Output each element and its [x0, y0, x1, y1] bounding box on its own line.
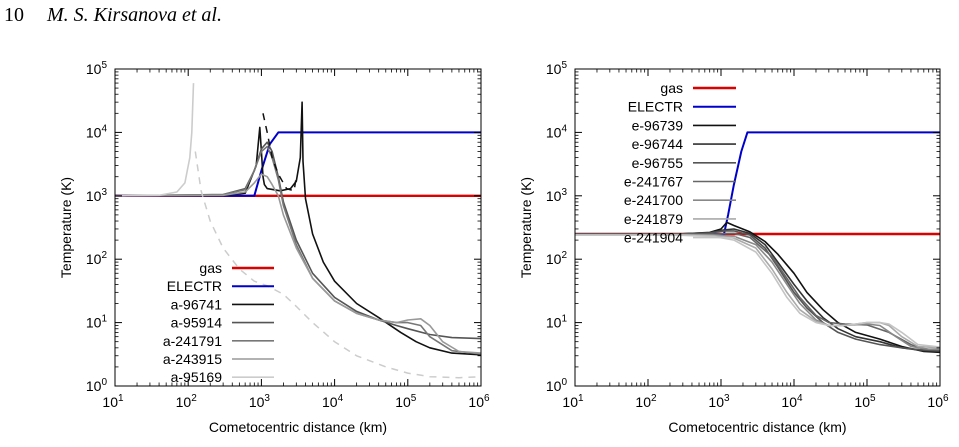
x-tick-label: 105 — [854, 393, 876, 410]
legend: gas ELECTR e-96739 e-96744 e-96755 e-241767 e-… — [624, 80, 736, 246]
series-group — [115, 83, 481, 379]
legend-label: a-95914 — [171, 315, 223, 331]
chart-1: 101 102 103 104 105 106100101102103104105Come… — [58, 60, 490, 435]
y-axis-label: Temperature (K) — [518, 177, 534, 278]
legend-label: e-241767 — [624, 174, 683, 190]
legend-label: a-96741 — [171, 296, 223, 312]
page-number: 10 — [4, 4, 24, 26]
series-line-a-243915 — [115, 173, 481, 354]
legend-label: gas — [660, 80, 683, 96]
legend-label: gas — [199, 260, 222, 276]
y-tick-label: 104 — [546, 123, 568, 140]
series-group — [575, 131, 940, 354]
y-tick-label: 104 — [86, 123, 108, 140]
series-line-e-96739 — [575, 221, 940, 354]
plot-frame — [574, 68, 941, 387]
x-tick-label: 106 — [468, 393, 490, 410]
series-line-unlabeled-8 — [262, 113, 298, 192]
series-line-e-241700 — [575, 233, 940, 350]
legend-label: e-241700 — [624, 192, 683, 208]
legend: gas ELECTR a-96741 a-95914 a-241791 a-243915 a… — [163, 260, 274, 385]
legend-label: ELECTR — [167, 278, 222, 294]
legend-label: e-241879 — [624, 211, 683, 227]
x-tick-label: 102 — [176, 393, 198, 410]
x-tick-label: 101 — [102, 393, 124, 410]
y-tick-label: 100 — [86, 377, 108, 394]
plot-frame — [114, 68, 482, 387]
series-line-a-241791 — [115, 145, 481, 355]
series-line-e-241904 — [575, 234, 940, 348]
x-axis-label: Cometocentric distance (km) — [209, 419, 387, 435]
series-line-a-96741 — [115, 101, 481, 356]
y-tick-label: 103 — [546, 187, 568, 204]
x-tick-label: 102 — [635, 393, 657, 410]
legend-label: e-241904 — [624, 230, 683, 246]
y-tick-label: 102 — [86, 250, 108, 267]
y-tick-label: 102 — [546, 250, 568, 267]
y-tick-label: 101 — [546, 314, 568, 331]
author-line: M. S. Kirsanova et al. — [47, 4, 222, 26]
legend-label: a-241791 — [163, 333, 222, 349]
x-tick-label: 104 — [322, 393, 344, 410]
y-axis-label: Temperature (K) — [58, 177, 74, 278]
legend-label: a-95169 — [171, 369, 223, 385]
x-axis-label: Cometocentric distance (km) — [668, 419, 846, 435]
series-line-unlabeled-7 — [194, 151, 481, 379]
y-tick-label: 103 — [86, 187, 108, 204]
series-line-e-96755 — [575, 230, 940, 352]
x-tick-label: 105 — [395, 393, 417, 410]
x-tick-label: 101 — [562, 393, 584, 410]
y-tick-label: 101 — [86, 314, 108, 331]
x-tick-label: 106 — [927, 393, 949, 410]
x-tick-label: 103 — [708, 393, 730, 410]
x-tick-label: 103 — [249, 393, 271, 410]
legend-label: e-96744 — [632, 136, 684, 152]
legend-label: e-96755 — [632, 155, 684, 171]
series-line-a-95169 — [115, 83, 195, 197]
series-line-electr — [115, 131, 481, 197]
y-tick-label: 105 — [546, 60, 568, 77]
legend-label: a-243915 — [163, 351, 222, 367]
chart-2: 101 102 103 104 105 106100101102103104105Come… — [518, 60, 949, 435]
x-tick-label: 104 — [781, 393, 803, 410]
y-tick-label: 105 — [86, 60, 108, 77]
legend-label: ELECTR — [628, 99, 683, 115]
legend-label: e-96739 — [632, 117, 684, 133]
page-header: 10 M. S. Kirsanova et al. — [4, 4, 222, 27]
y-tick-label: 100 — [546, 377, 568, 394]
